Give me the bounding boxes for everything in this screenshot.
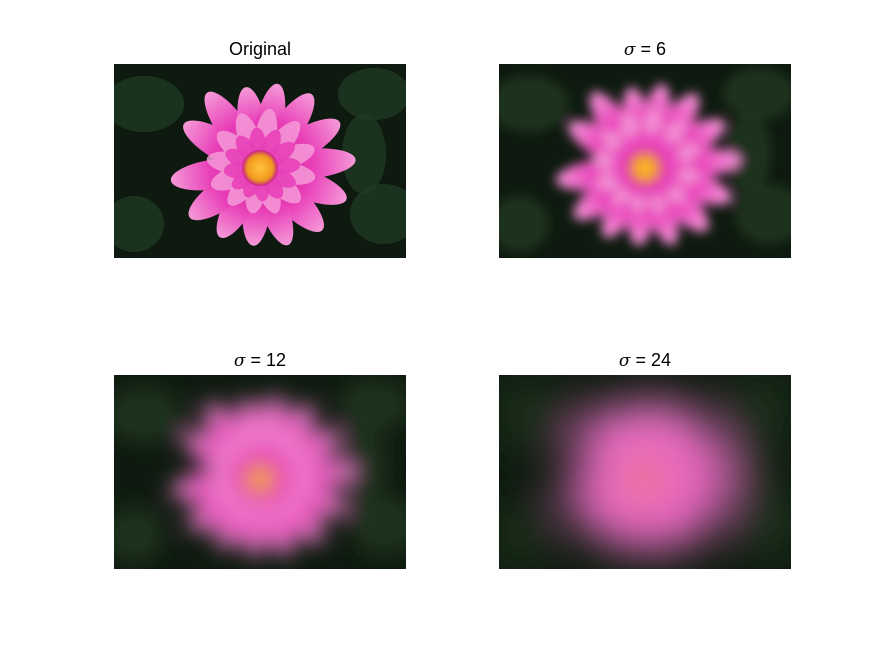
foliage (499, 76, 569, 132)
panel-title-text: = 24 (630, 350, 672, 370)
panel-title-sigma-24: σ = 24 (499, 349, 791, 372)
flower-image (499, 375, 791, 569)
foliage (114, 76, 184, 132)
foliage (350, 495, 406, 555)
foliage (114, 387, 184, 443)
image-sigma-24 (499, 375, 791, 569)
flower-image (499, 64, 791, 258)
foliage (499, 507, 549, 563)
panel-title-original: Original (114, 38, 406, 60)
foliage (338, 68, 406, 120)
foliage (727, 114, 771, 194)
sigma-symbol: σ (618, 351, 631, 371)
panel-title-text: = 6 (635, 39, 667, 59)
panel-title-sigma-6: σ = 6 (499, 38, 791, 61)
image-original (114, 64, 406, 258)
image-sigma-12 (114, 375, 406, 569)
foliage (723, 379, 791, 431)
sigma-symbol: σ (233, 351, 246, 371)
foliage (114, 507, 164, 563)
panel-title-text: Original (228, 39, 292, 59)
foliage (499, 387, 569, 443)
foliage (342, 425, 386, 505)
foliage (499, 196, 549, 252)
flower-center (627, 150, 663, 186)
flower-image (114, 64, 406, 258)
sigma-symbol: σ (623, 40, 636, 60)
image-sigma-6 (499, 64, 791, 258)
foliage (114, 196, 164, 252)
flower-center (242, 461, 278, 497)
flower-center (242, 150, 278, 186)
foliage (735, 184, 791, 244)
panel-title-sigma-12: σ = 12 (114, 349, 406, 372)
foliage (723, 68, 791, 120)
foliage (727, 425, 771, 505)
foliage (735, 495, 791, 555)
foliage (342, 114, 386, 194)
foliage (338, 379, 406, 431)
panel-title-text: = 12 (245, 350, 287, 370)
flower-center (627, 461, 663, 497)
foliage (350, 184, 406, 244)
flower-image (114, 375, 406, 569)
